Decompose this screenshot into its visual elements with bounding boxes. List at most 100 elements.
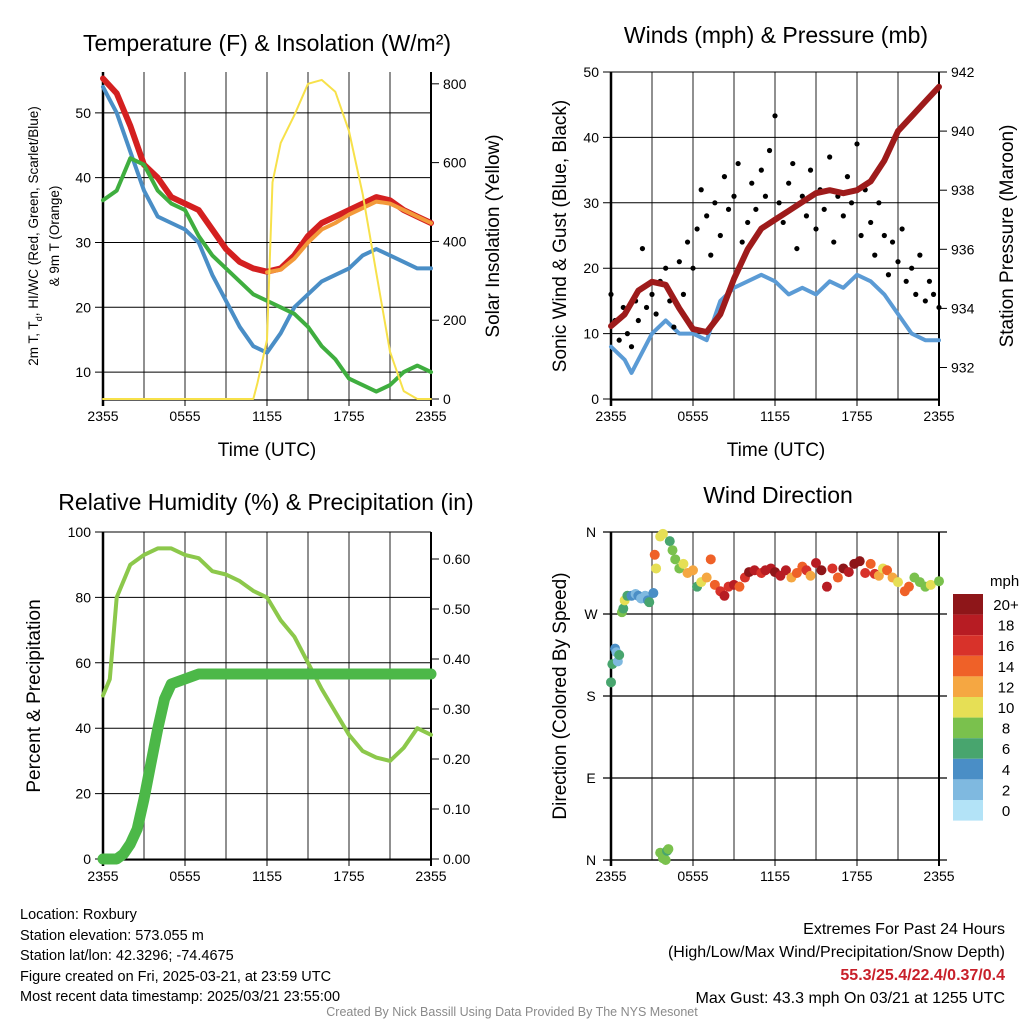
gust-point [803,213,810,219]
wind-direction-point [657,528,668,539]
wind-direction-point [854,556,865,567]
y-right-tick-label: 0.20 [443,751,470,767]
wind-direction-point [832,572,843,583]
wind-direction-point [893,577,903,588]
x-tick-label: 1755 [333,408,364,424]
y-right-tick-label: 934 [951,300,975,316]
legend-label: 20+ [993,597,1019,614]
gust-point [876,200,882,206]
legend-swatch [953,738,983,759]
wind-direction-point [843,567,854,578]
gust-point [671,324,677,330]
gust-point [917,252,923,258]
legend-swatch [953,717,983,739]
y-tick-label: S [586,688,595,704]
wind-direction-point [882,565,893,576]
gust-point [776,200,782,206]
y-right-tick-label: 0.40 [443,651,470,667]
gust-point [885,272,892,278]
gust-point [676,259,682,265]
gust-point [913,291,919,297]
gust-point [698,187,704,193]
y-right-tick-label: 800 [443,76,467,92]
gust-point [786,180,792,186]
wind-direction-point [934,576,944,587]
humidity-chart-title: Relative Humidity (%) & Precipitation (i… [58,489,474,515]
gust-point [758,167,764,173]
ylabel-line2: & 9m T (Orange) [46,185,62,287]
x-tick-label: 0555 [169,408,200,424]
gust-point [881,232,887,239]
x-tick-label: 1155 [252,868,282,884]
wind-direction-point [648,588,659,599]
y-tick-label: W [584,606,598,622]
wind-direction-point [734,581,745,592]
gust-point [854,141,860,147]
station-pressure-line [608,83,942,335]
wind-direction-point [827,563,838,574]
solar-y-axis-label: Solar Insolation (Yellow) [483,134,504,338]
legend-swatch [953,800,983,821]
extremes-title: Extremes For Past 24 Hours [803,921,1005,938]
y-right-tick-label: 0.00 [443,851,470,867]
gust-point [766,147,773,154]
gust-point [922,298,928,304]
gust-point [616,337,622,343]
wind-direction-point [688,565,698,576]
extremes-subtitle: (High/Low/Max Wind/Precipitation/Snow De… [667,944,1005,961]
humidity-y-axis-label: Percent & Precipitation [24,599,45,793]
legend-label: 2 [1002,782,1010,799]
x-tick-label: 1155 [760,408,790,424]
x-tick-label: 2355 [415,868,446,884]
legend-label: 16 [998,638,1015,655]
wind-direction-point [651,563,662,574]
legend-label: 12 [998,679,1015,696]
direction-y-axis-label: Direction (Colored By Speed) [550,572,571,820]
gust-point [639,245,646,252]
wind-direction-point [805,570,816,581]
wind-direction-point [860,568,871,578]
y-tick-label: 0 [591,391,599,407]
y-tick-label: 10 [583,326,599,342]
gust-point [663,265,669,271]
created-text: Figure created on Fri, 2025-03-21, at 23… [20,968,332,985]
legend-swatch [953,697,983,718]
wind-direction-point [780,565,791,576]
wind-direction-point [719,590,730,601]
gust-point [762,193,769,199]
gust-point [708,252,714,258]
extremes-values: 55.3/25.4/22.4/0.37/0.4 [840,967,1005,984]
gust-point [889,239,896,245]
gust-point [899,226,905,232]
wind-direction-point [873,570,884,581]
gust-point [753,206,759,212]
gust-point [704,213,710,219]
gust-point [831,239,837,245]
legend-swatch [953,594,983,615]
ylabel-part: 2m T, T [26,321,42,366]
wind-direction-point [649,549,660,560]
gust-point [684,239,691,245]
solar-insolation-line [102,78,432,400]
legend-label: 4 [1002,762,1010,779]
gust-point [712,200,718,206]
latlon-text: Station lat/lon: 42.3296; -74.4675 [20,948,234,964]
y-right-tick-label: 936 [951,241,975,257]
y-tick-label: 30 [75,234,91,250]
direction-chart-title: Wind Direction [703,482,853,508]
gust-point [821,206,827,212]
gust-point [848,200,855,206]
winds-chart-title: Winds (mph) & Pressure (mb) [623,22,929,48]
y-right-tick-label: 400 [443,233,467,249]
x-tick-label: 2355 [923,868,954,884]
gust-point [643,304,650,311]
wind-direction-point [816,565,827,576]
y-tick-label: 100 [68,524,92,540]
temperature-chart [95,72,439,406]
y-right-tick-label: 0.60 [443,551,470,567]
x-tick-label: 1755 [333,868,364,884]
y-right-tick-label: 942 [951,64,975,80]
gust-point [807,167,814,173]
y-right-tick-label: 0 [443,391,451,407]
gust-point [680,291,687,297]
